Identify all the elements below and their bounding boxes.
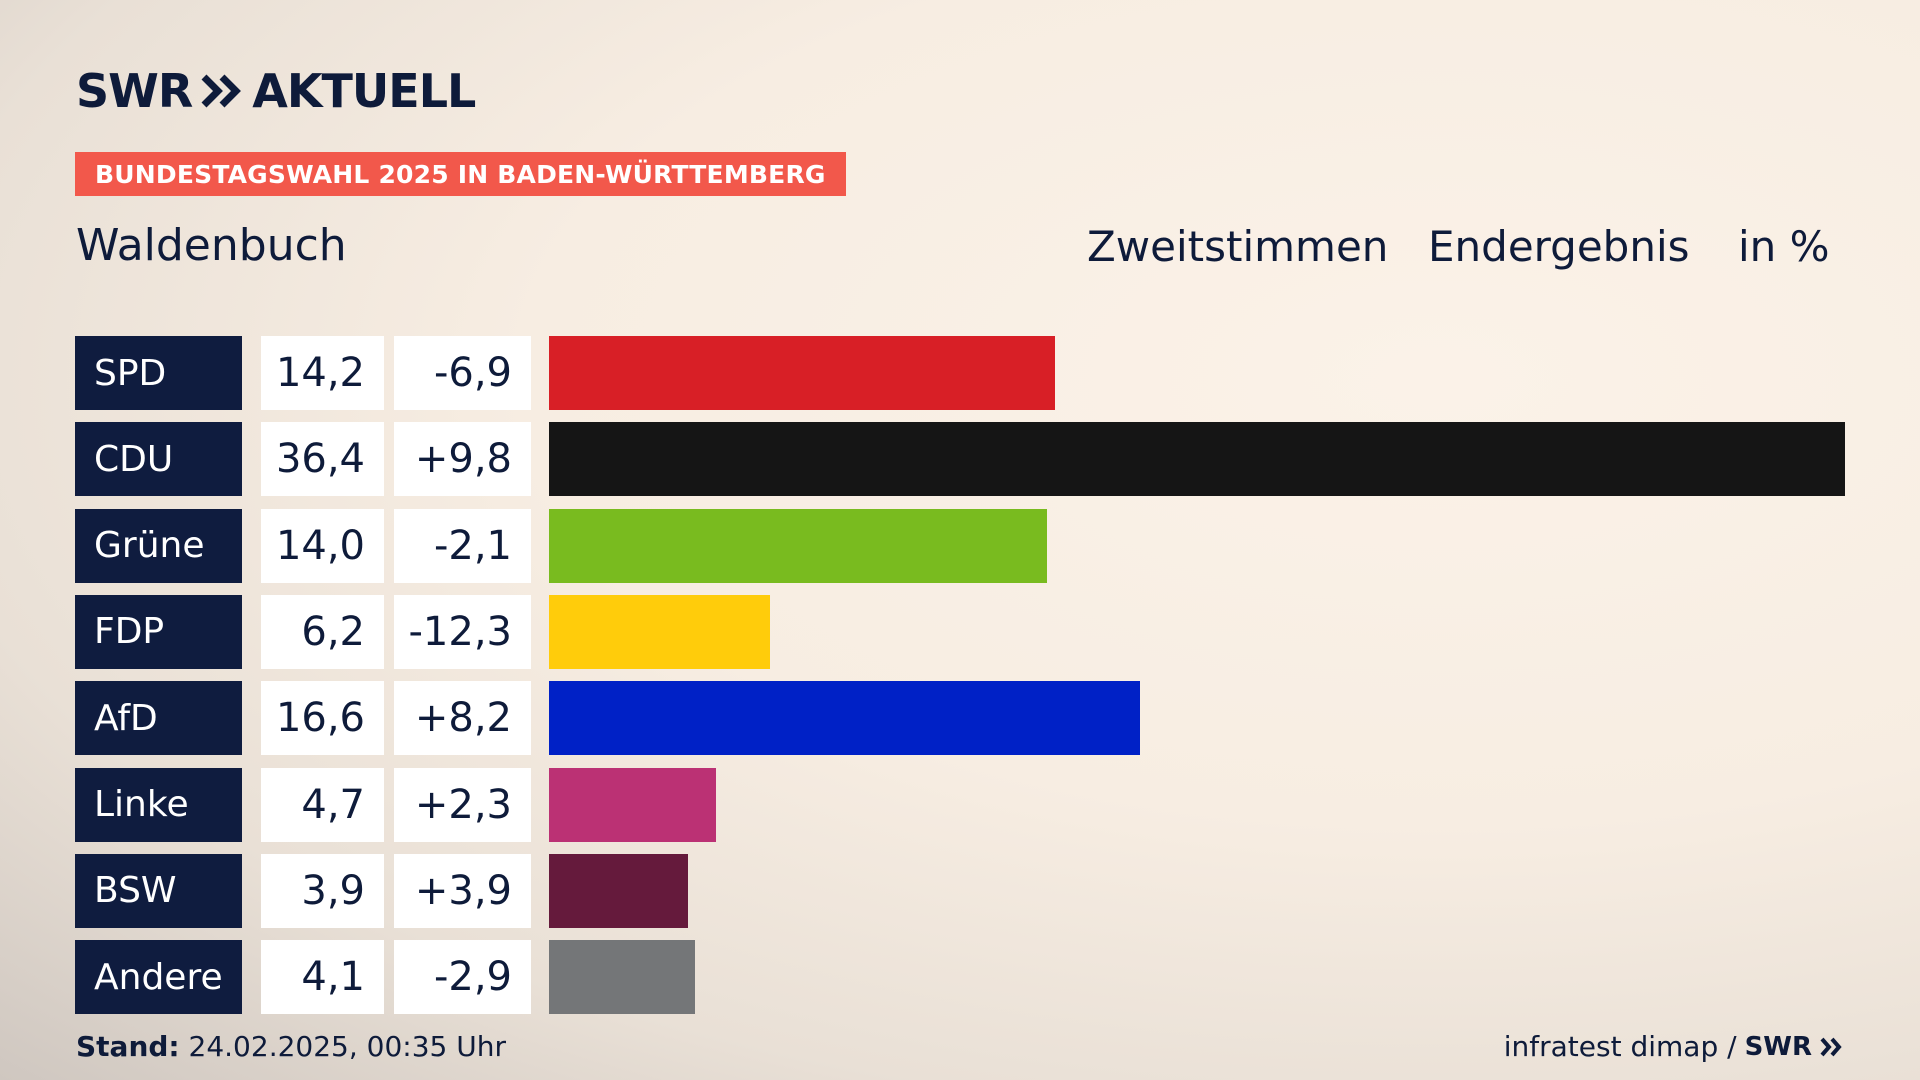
party-label: Grüne — [75, 508, 242, 583]
election-kicker: BUNDESTAGSWAHL 2025 IN BADEN-WÜRTTEMBERG — [75, 152, 846, 196]
vote-share-label: 16,6 — [261, 681, 384, 756]
party-label: CDU — [75, 422, 242, 497]
vote-change-label: -6,9 — [394, 336, 531, 410]
double-chevron-icon — [201, 74, 242, 108]
vote-change-label: -2,9 — [394, 940, 531, 1015]
party-label: Andere — [75, 940, 242, 1015]
unit-label: in % — [1738, 222, 1830, 271]
vote-share-label: 4,1 — [261, 940, 384, 1015]
timestamp: Stand: 24.02.2025, 00:35 Uhr — [76, 1030, 506, 1063]
vote-change-label: -2,1 — [394, 508, 531, 583]
source-credit: infratest dimap / SWR — [1504, 1030, 1844, 1063]
vote-share-label: 4,7 — [261, 767, 384, 842]
vote-share-bar — [549, 767, 717, 842]
vote-change-label: +2,3 — [394, 767, 531, 842]
vote-change-label: +8,2 — [394, 681, 531, 756]
vote-share-bar — [549, 594, 770, 669]
logo-swr-text: SWR — [76, 64, 193, 118]
vote-share-label: 14,2 — [261, 336, 384, 410]
party-label: SPD — [75, 336, 242, 410]
vote-share-bar — [549, 508, 1048, 583]
vote-change-label: +3,9 — [394, 853, 531, 928]
place-title: Waldenbuch — [76, 220, 347, 271]
logo-aktuell-text: AKTUELL — [252, 64, 476, 118]
timestamp-label: Stand: — [76, 1030, 180, 1063]
party-label: AfD — [75, 681, 242, 756]
vote-share-label: 6,2 — [261, 594, 384, 669]
vote-share-bar — [549, 940, 695, 1015]
source-logo-text: SWR — [1744, 1031, 1812, 1062]
vote-share-label: 36,4 — [261, 422, 384, 497]
swr-aktuell-logo: SWR AKTUELL — [76, 64, 476, 118]
timestamp-value: 24.02.2025, 00:35 Uhr — [188, 1030, 506, 1063]
party-label: Linke — [75, 767, 242, 842]
double-chevron-icon — [1820, 1037, 1842, 1056]
result-status-label: Endergebnis — [1428, 222, 1690, 271]
source-text: infratest dimap / — [1503, 1030, 1737, 1063]
vote-share-bar — [549, 681, 1141, 756]
vote-change-label: +9,8 — [394, 422, 531, 497]
party-label: FDP — [75, 594, 242, 669]
vote-share-label: 14,0 — [261, 508, 384, 583]
vote-type-label: Zweitstimmen — [1087, 222, 1389, 271]
vote-share-bar — [549, 422, 1845, 497]
vote-share-label: 3,9 — [261, 853, 384, 928]
vote-change-label: -12,3 — [394, 594, 531, 669]
party-label: BSW — [75, 853, 242, 928]
vote-share-bar — [549, 336, 1055, 410]
vote-share-bar — [549, 853, 688, 928]
